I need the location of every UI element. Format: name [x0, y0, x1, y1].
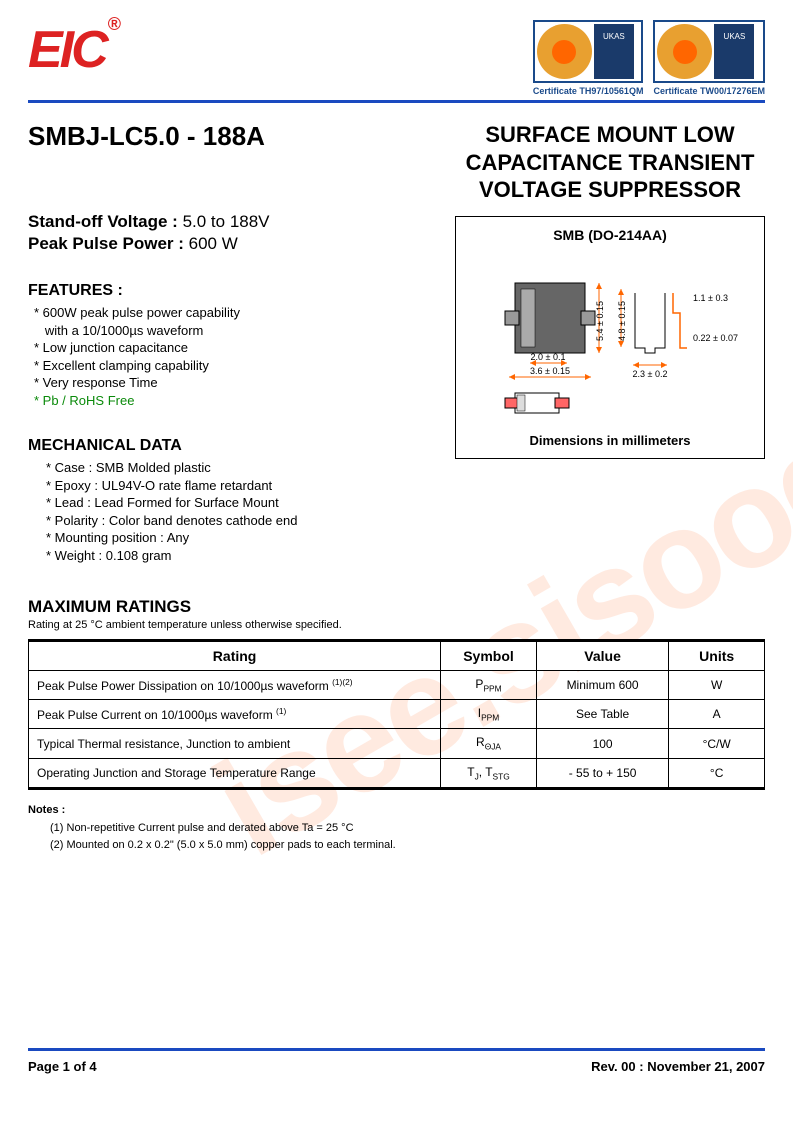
cell-units: A [669, 699, 765, 728]
logo: EIC® [28, 20, 116, 80]
footer: Page 1 of 4 Rev. 00 : November 21, 2007 [28, 1048, 765, 1074]
spec1-val: 5.0 to 188V [178, 212, 270, 231]
spec2-val: 600 W [184, 234, 238, 253]
ratings-sub: Rating at 25 °C ambient temperature unle… [28, 619, 765, 631]
notes-body: (1) Non-repetitive Current pulse and der… [28, 820, 765, 853]
top-row: SMBJ-LC5.0 - 188A Stand-off Voltage : 5.… [28, 121, 765, 565]
feature-item: * 600W peak pulse power capability [34, 304, 437, 322]
package-diagram-svg: 5.4 ± 0.15 4.8 ± 0.15 1.1 ± 0.3 0.22 ± 0… [475, 253, 745, 423]
cell-rating: Typical Thermal resistance, Junction to … [29, 729, 441, 758]
spec2-label: Peak Pulse Power : [28, 234, 184, 253]
dim-label: 0.22 ± 0.07 [693, 333, 738, 343]
feature-item: * Excellent clamping capability [34, 357, 437, 375]
cell-value: See Table [536, 699, 668, 728]
dim-label: 1.1 ± 0.3 [693, 293, 728, 303]
cell-symbol: TJ, TSTG [441, 758, 537, 787]
doc-title-l1: SURFACE MOUNT LOW [485, 122, 734, 147]
cell-value: Minimum 600 [536, 670, 668, 699]
doc-title: SURFACE MOUNT LOW CAPACITANCE TRANSIENT … [455, 121, 765, 204]
feature-item: * Low junction capacitance [34, 339, 437, 357]
cell-symbol: IPPM [441, 699, 537, 728]
doc-title-l3: VOLTAGE SUPPRESSOR [479, 177, 741, 202]
dim-label: 5.4 ± 0.15 [595, 301, 605, 341]
cell-value: - 55 to + 150 [536, 758, 668, 787]
footer-rule [28, 1048, 765, 1051]
feature-green: * Pb / RoHS Free [34, 392, 437, 410]
mech-item: * Lead : Lead Formed for Surface Mount [46, 494, 437, 512]
feature-item: with a 10/1000µs waveform [34, 322, 437, 340]
notes-head: Notes : [28, 804, 765, 816]
ratings-table: Rating Symbol Value Units Peak Pulse Pow… [28, 641, 765, 789]
mech-item: * Case : SMB Molded plastic [46, 459, 437, 477]
th-units: Units [669, 641, 765, 670]
header-rule [28, 100, 765, 103]
dim-label: 3.6 ± 0.15 [530, 366, 570, 376]
logo-text: EIC [28, 21, 106, 79]
left-column: SMBJ-LC5.0 - 188A Stand-off Voltage : 5.… [28, 121, 437, 565]
th-symbol: Symbol [441, 641, 537, 670]
cert-1-badges: UKAS [533, 20, 644, 83]
dim-label: 2.3 ± 0.2 [633, 369, 668, 379]
table-header-row: Rating Symbol Value Units [29, 641, 765, 670]
cert-badges-row: UKAS Certificate TH97/10561QM UKAS Certi… [533, 20, 765, 96]
ratings-head: MAXIMUM RATINGS [28, 597, 765, 617]
diagram-caption: Dimensions in millimeters [468, 433, 752, 448]
features-head: FEATURES : [28, 282, 437, 300]
cert-1-text: Certificate TH97/10561QM [533, 86, 644, 96]
part-number: SMBJ-LC5.0 - 188A [28, 121, 437, 152]
ratings-rule-bot [28, 788, 765, 790]
spec-power: Peak Pulse Power : 600 W [28, 234, 437, 254]
dim-label: 2.0 ± 0.1 [531, 352, 566, 362]
mechanical-list: * Case : SMB Molded plastic * Epoxy : UL… [28, 459, 437, 564]
ukas-badge-icon: UKAS [714, 24, 754, 79]
page-number: Page 1 of 4 [28, 1059, 97, 1074]
th-rating: Rating [29, 641, 441, 670]
cell-units: °C/W [669, 729, 765, 758]
revision: Rev. 00 : November 21, 2007 [591, 1059, 765, 1074]
mech-item: * Weight : 0.108 gram [46, 547, 437, 565]
cell-symbol: RΘJA [441, 729, 537, 758]
mech-item: * Polarity : Color band denotes cathode … [46, 512, 437, 530]
sgs-badge-icon [537, 24, 592, 79]
cell-value: 100 [536, 729, 668, 758]
cell-symbol: PPPM [441, 670, 537, 699]
cert-2-badges: UKAS [653, 20, 765, 83]
package-diagram-box: SMB (DO-214AA) 5.4 ± 0.15 [455, 216, 765, 459]
sgs-badge-icon [657, 24, 712, 79]
mech-item: * Epoxy : UL94V-O rate flame retardant [46, 477, 437, 495]
note-item: (1) Non-repetitive Current pulse and der… [50, 820, 765, 837]
footer-row: Page 1 of 4 Rev. 00 : November 21, 2007 [28, 1059, 765, 1074]
cell-units: °C [669, 758, 765, 787]
table-row: Typical Thermal resistance, Junction to … [29, 729, 765, 758]
ukas-badge-icon: UKAS [594, 24, 634, 79]
cell-units: W [669, 670, 765, 699]
note-item: (2) Mounted on 0.2 x 0.2" (5.0 x 5.0 mm)… [50, 837, 765, 854]
spec1-label: Stand-off Voltage : [28, 212, 178, 231]
diagram-title: SMB (DO-214AA) [468, 227, 752, 243]
cell-rating: Operating Junction and Storage Temperatu… [29, 758, 441, 787]
mech-item: * Mounting position : Any [46, 529, 437, 547]
header: EIC® UKAS Certificate TH97/10561QM UKAS … [28, 20, 765, 96]
page: EIC® UKAS Certificate TH97/10561QM UKAS … [0, 0, 793, 873]
dim-label: 4.8 ± 0.15 [617, 301, 627, 341]
features-list: * 600W peak pulse power capability with … [28, 304, 437, 409]
spec-standoff: Stand-off Voltage : 5.0 to 188V [28, 212, 437, 232]
cert-2: UKAS Certificate TW00/17276EM [653, 20, 765, 96]
feature-item: * Very response Time [34, 374, 437, 392]
mechanical-head: MECHANICAL DATA [28, 437, 437, 455]
right-column: SURFACE MOUNT LOW CAPACITANCE TRANSIENT … [455, 121, 765, 565]
cell-rating: Peak Pulse Power Dissipation on 10/1000µ… [29, 670, 441, 699]
th-value: Value [536, 641, 668, 670]
table-row: Peak Pulse Current on 10/1000µs waveform… [29, 699, 765, 728]
table-row: Operating Junction and Storage Temperatu… [29, 758, 765, 787]
cert-2-text: Certificate TW00/17276EM [653, 86, 765, 96]
doc-title-l2: CAPACITANCE TRANSIENT [466, 150, 755, 175]
cert-1: UKAS Certificate TH97/10561QM [533, 20, 644, 96]
logo-reg: ® [108, 14, 118, 34]
cell-rating: Peak Pulse Current on 10/1000µs waveform… [29, 699, 441, 728]
table-row: Peak Pulse Power Dissipation on 10/1000µ… [29, 670, 765, 699]
